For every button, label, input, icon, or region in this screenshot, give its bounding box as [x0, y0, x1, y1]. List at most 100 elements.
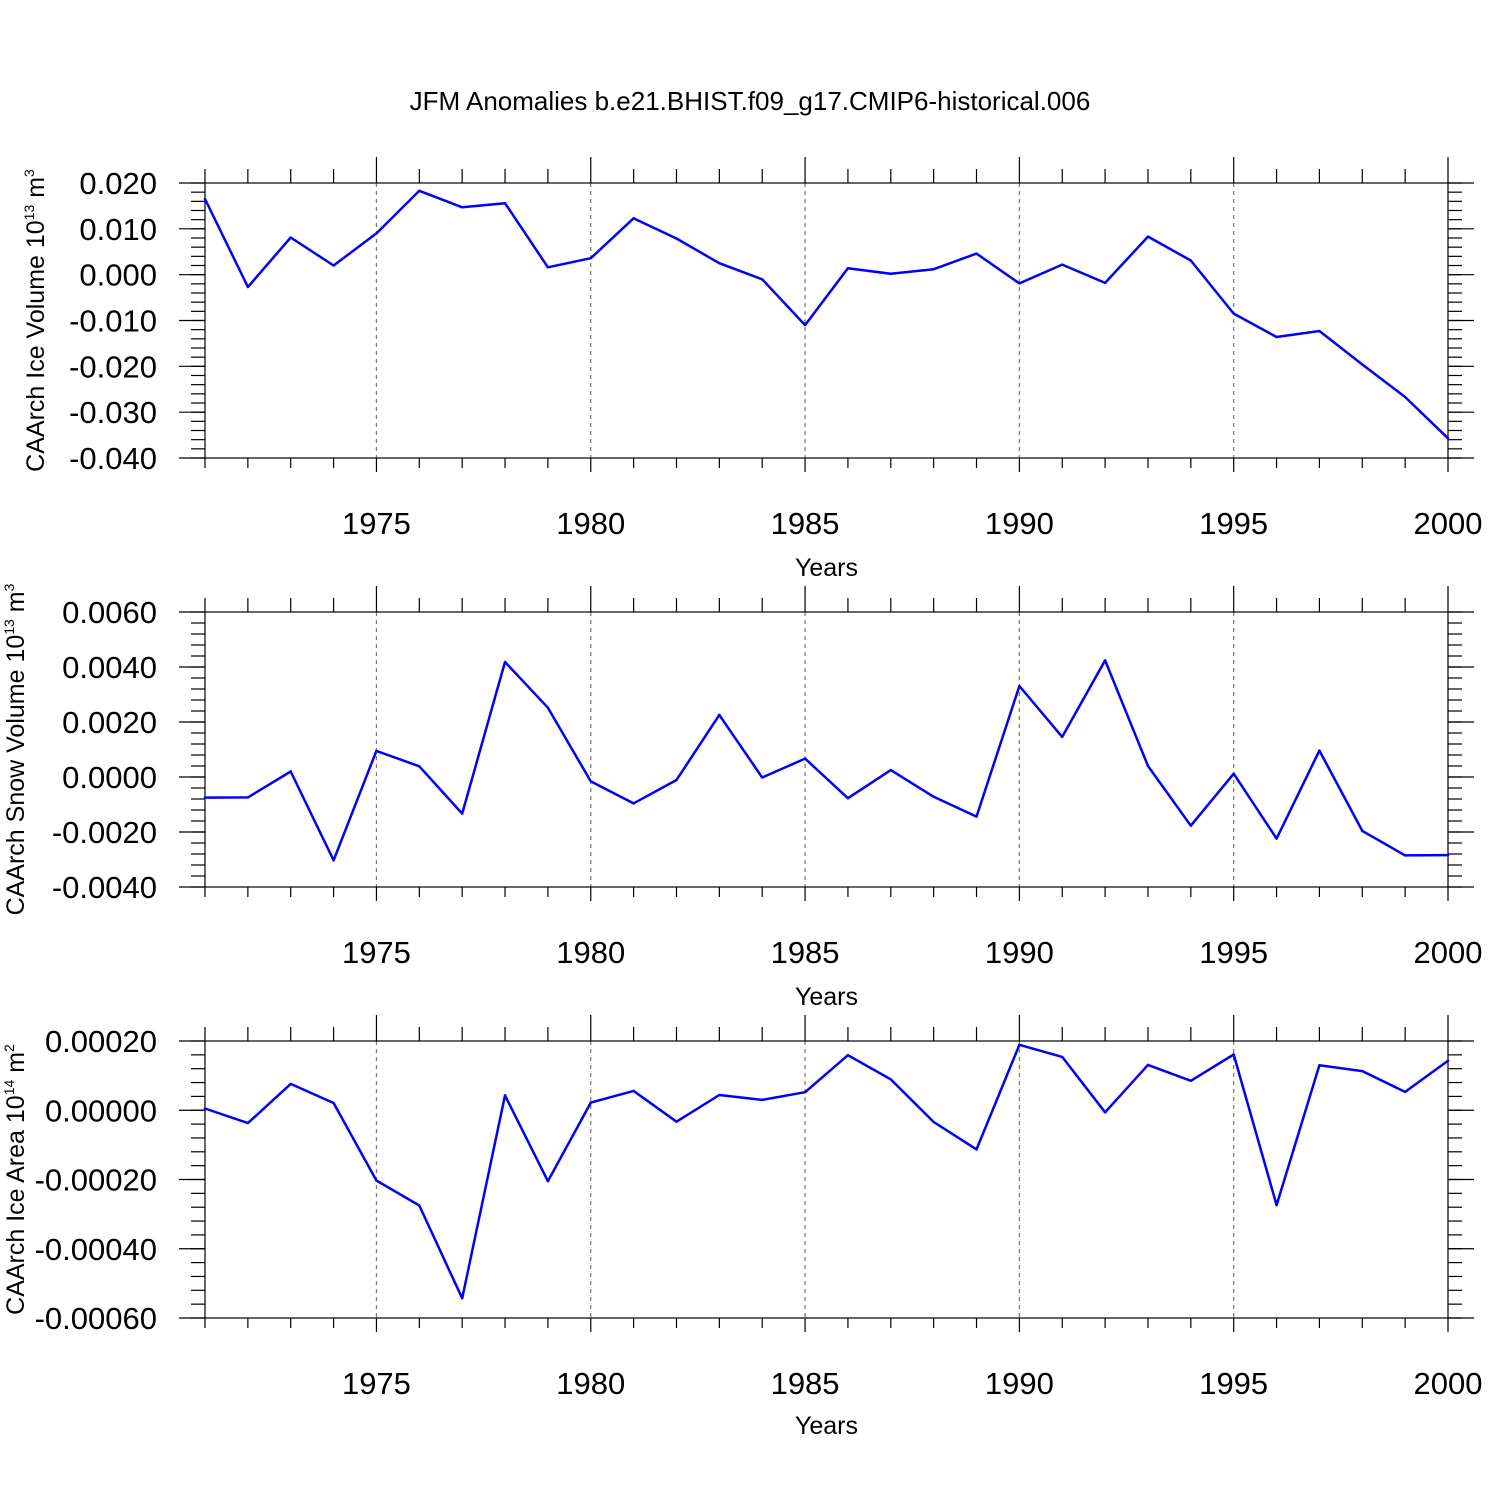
- data-point-1971: [203, 197, 207, 201]
- x-tick-label-1995: 1995: [1199, 1366, 1268, 1401]
- x-tick-label-1975: 1975: [342, 935, 411, 970]
- data-point-1992: [1103, 659, 1107, 662]
- data-point-1996: [1275, 837, 1278, 840]
- data-point-1994: [1189, 824, 1193, 827]
- data-point-1975: [375, 232, 378, 235]
- data-point-1982: [675, 778, 678, 782]
- data-point-1987: [889, 768, 892, 772]
- chart-panel-3: 0.00020 0.00000 -0.00020 -0.00040 -0.00060 19…: [1, 1015, 1482, 1440]
- data-point-1983: [718, 713, 721, 717]
- data-point-1989: [975, 252, 978, 255]
- y-tick-label: -0.0040: [52, 870, 157, 905]
- data-point-1988: [932, 267, 935, 271]
- y-tick-label: 0.0020: [62, 705, 157, 740]
- data-point-1987: [889, 272, 892, 275]
- plot-frame: [204, 611, 1449, 888]
- data-point-1981: [632, 1089, 635, 1093]
- data-point-1993: [1146, 235, 1150, 238]
- y-tick-label: -0.040: [69, 441, 157, 476]
- data-point-1986: [846, 1053, 850, 1057]
- y-tick-label: -0.0020: [52, 815, 157, 850]
- y-tick-label: 0.010: [79, 212, 157, 247]
- data-point-1986: [846, 796, 850, 800]
- data-point-1994: [1189, 259, 1193, 262]
- x-axis-label: Years: [795, 1412, 858, 1440]
- x-tick-label-1975: 1975: [342, 506, 411, 541]
- data-point-1975: [375, 749, 378, 753]
- data-point-1971: [203, 1107, 207, 1110]
- data-point-1991: [1061, 735, 1064, 739]
- y-tick-label: 0.00000: [45, 1093, 157, 1128]
- y-tick-label: 0.020: [79, 166, 157, 201]
- data-point-1996: [1275, 1203, 1278, 1207]
- data-point-1983: [718, 1093, 721, 1097]
- data-point-1993: [1146, 764, 1150, 768]
- data-point-2000: [1446, 1059, 1450, 1062]
- data-point-1977: [460, 206, 464, 209]
- chart-panel-1: 0.020 0.010 0.000 -0.010 -0.020 -0.030 -0.040 1…: [21, 157, 1482, 582]
- data-point-1989: [975, 815, 978, 818]
- data-series-line: [203, 1043, 1450, 1300]
- data-point-1988: [932, 795, 935, 798]
- y-tick-label: 0.0060: [62, 595, 157, 630]
- data-point-1998: [1361, 363, 1364, 366]
- data-point-1991: [1061, 1055, 1064, 1059]
- data-point-1992: [1103, 281, 1107, 285]
- x-tick-label-1975: 1975: [342, 1366, 411, 1401]
- y-tick-label: -0.00040: [35, 1232, 157, 1267]
- y-axis-label: CAArch Snow Volume 1013 m3: [1, 583, 30, 915]
- data-point-1992: [1103, 1111, 1107, 1114]
- x-axis-label: Years: [795, 983, 858, 1011]
- data-point-1972: [246, 285, 250, 289]
- data-point-1979: [546, 706, 550, 709]
- x-tick-label-1980: 1980: [556, 935, 625, 970]
- data-point-1995: [1232, 772, 1235, 775]
- data-point-1999: [1403, 395, 1407, 399]
- x-tick-label-2000: 2000: [1414, 1366, 1483, 1401]
- data-point-1993: [1146, 1063, 1150, 1067]
- x-tick-label-1995: 1995: [1199, 935, 1268, 970]
- data-point-1978: [503, 201, 507, 205]
- data-point-1985: [803, 1091, 807, 1094]
- y-tick-label: -0.00060: [35, 1301, 157, 1336]
- data-point-1990: [1018, 1043, 1021, 1047]
- figure-title: JFM Anomalies b.e21.BHIST.f09_g17.CMIP6-…: [410, 86, 1091, 116]
- data-point-1997: [1318, 749, 1321, 752]
- data-point-1979: [546, 266, 550, 269]
- x-tick-label-1990: 1990: [985, 506, 1054, 541]
- y-tick-label: -0.020: [69, 349, 157, 384]
- y-axis-label: CAArch Ice Area 1014 m2: [1, 1044, 30, 1315]
- data-point-1989: [975, 1148, 978, 1151]
- y-axis-label: CAArch Ice Volume 1013 m3: [21, 169, 50, 472]
- data-point-1974: [332, 1101, 335, 1105]
- data-point-1972: [246, 1121, 250, 1125]
- data-point-1977: [460, 1297, 464, 1300]
- data-point-1981: [632, 217, 635, 220]
- x-tick-label-1995: 1995: [1199, 506, 1268, 541]
- chart-panels: 0.020 0.010 0.000 -0.010 -0.020 -0.030 -0.040 1…: [1, 157, 1482, 1440]
- data-point-1984: [761, 1098, 764, 1102]
- data-point-1984: [761, 278, 764, 281]
- data-point-1985: [803, 323, 807, 327]
- chart-panel-2: 0.0060 0.0040 0.0020 0.0000 -0.0020 -0.0040 19…: [1, 583, 1482, 1011]
- y-tick-label: 0.00020: [45, 1024, 157, 1059]
- y-tick-label: -0.030: [69, 395, 157, 430]
- data-point-1995: [1232, 1053, 1235, 1056]
- y-tick-label: 0.000: [79, 258, 157, 293]
- x-tick-label-1985: 1985: [771, 1366, 840, 1401]
- data-point-1973: [289, 1082, 292, 1086]
- data-point-1998: [1361, 829, 1364, 833]
- data-point-1990: [1018, 282, 1021, 285]
- data-point-1988: [932, 1120, 935, 1124]
- data-point-1976: [418, 765, 421, 768]
- data-point-1999: [1403, 854, 1407, 857]
- x-tick-label-1990: 1990: [985, 1366, 1054, 1401]
- x-tick-label-1985: 1985: [771, 506, 840, 541]
- x-tick-label-1980: 1980: [556, 1366, 625, 1401]
- data-point-1978: [503, 1094, 507, 1097]
- data-point-1979: [546, 1180, 550, 1183]
- data-point-1984: [761, 776, 764, 779]
- data-point-1999: [1403, 1090, 1407, 1094]
- data-point-1980: [589, 780, 592, 783]
